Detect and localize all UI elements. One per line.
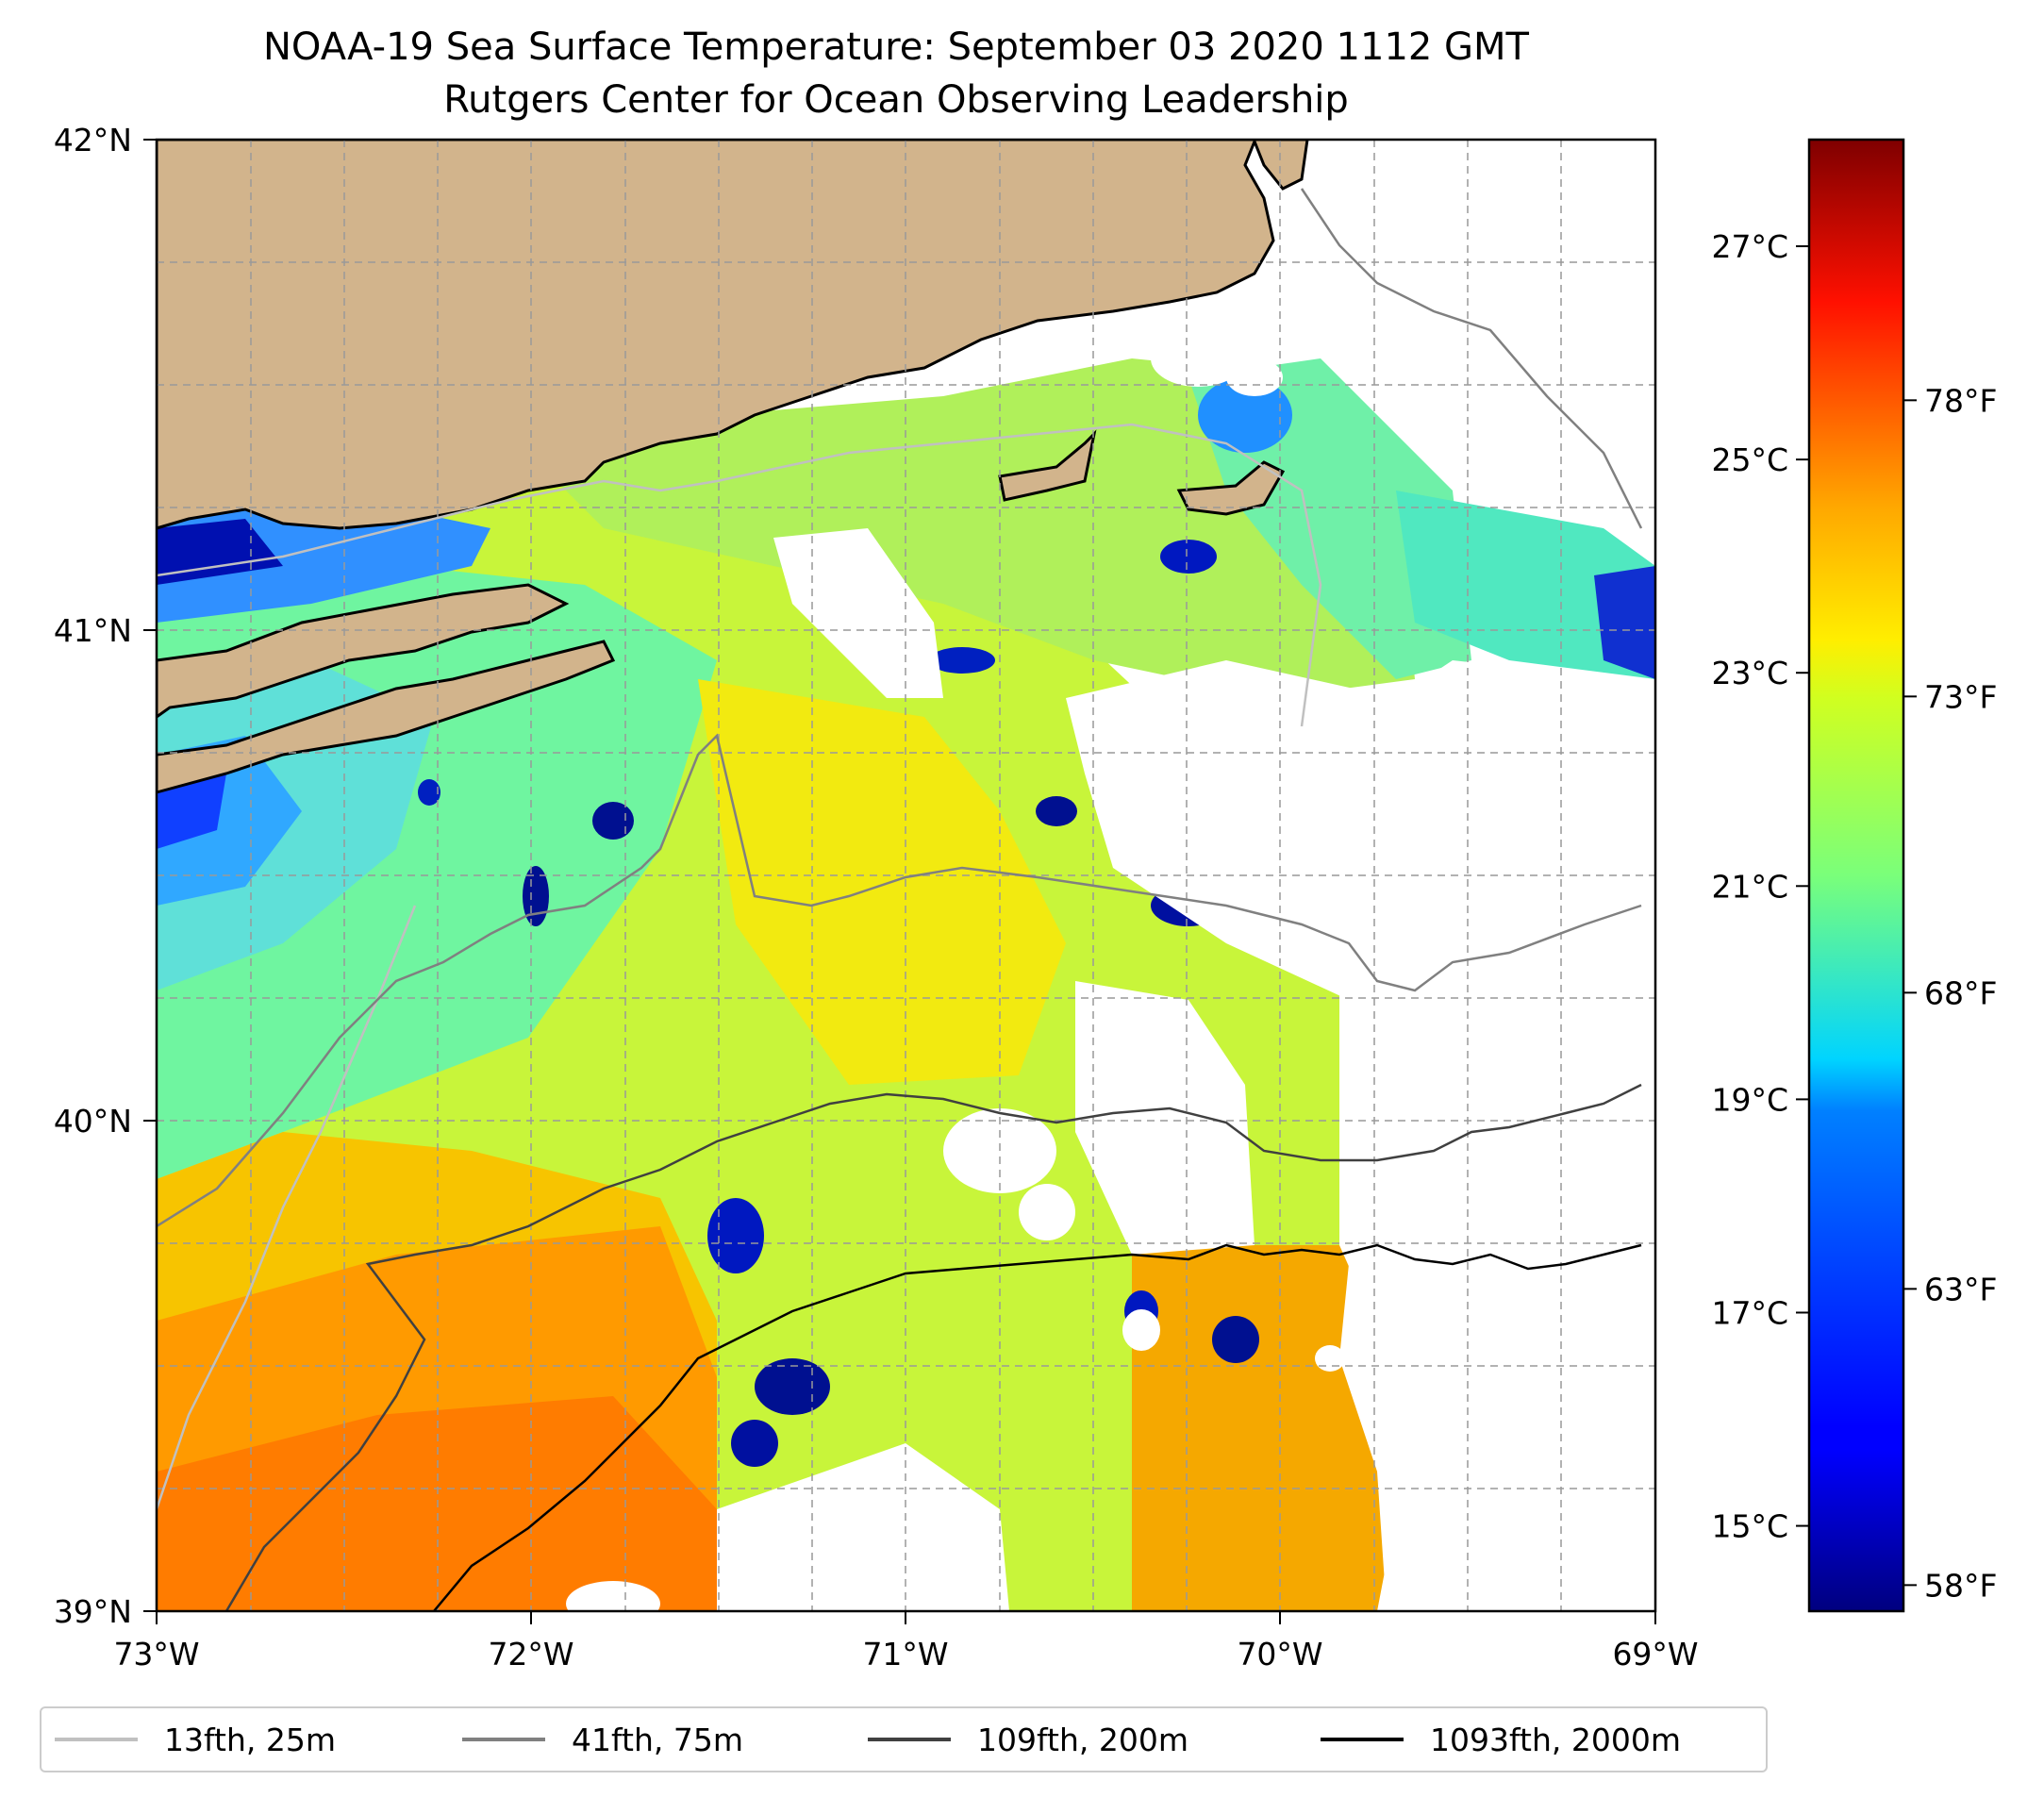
colorbar-fahrenheit-label: 73°F	[1924, 678, 1997, 715]
colorbar-celsius-label: 17°C	[1711, 1294, 1788, 1331]
y-tick-label: 42°N	[54, 122, 132, 158]
legend-swatch	[868, 1738, 951, 1741]
sst-field	[157, 358, 1655, 1611]
legend-item-2000m: 1093fth, 2000m	[1321, 1708, 1681, 1771]
legend-swatch	[55, 1738, 138, 1741]
no-data-regions	[566, 140, 1655, 1611]
contour-75m	[157, 188, 1643, 1228]
legend: 13fth, 25m 41fth, 75m 109fth, 200m 1093f…	[40, 1706, 1768, 1772]
x-tick-label: 70°W	[1237, 1636, 1322, 1672]
legend-item-200m: 109fth, 200m	[868, 1708, 1188, 1771]
title-line-2: Rutgers Center for Ocean Observing Leade…	[443, 78, 1349, 122]
contour-200m	[224, 1083, 1642, 1611]
colorbar-fahrenheit-label: 58°F	[1924, 1567, 1997, 1604]
x-tick-label: 73°W	[113, 1636, 199, 1672]
x-tick-label: 72°W	[488, 1636, 573, 1672]
colorbar-celsius-label: 27°C	[1711, 228, 1788, 265]
x-tick-label: 69°W	[1612, 1636, 1698, 1672]
legend-label: 109fth, 200m	[977, 1721, 1188, 1758]
y-tick-label: 41°N	[54, 612, 132, 649]
x-axis	[156, 1611, 1656, 1624]
colorbar-celsius-label: 21°C	[1711, 868, 1788, 905]
bathymetry-contours	[157, 188, 1643, 1611]
contour-2000m	[433, 1243, 1642, 1611]
colorbar-celsius-label: 25°C	[1711, 441, 1788, 478]
legend-label: 1093fth, 2000m	[1430, 1721, 1681, 1758]
y-tick-label: 39°N	[54, 1593, 132, 1630]
x-tick-label: 71°W	[862, 1636, 948, 1672]
legend-swatch	[462, 1738, 545, 1741]
colorbar-fahrenheit-label: 63°F	[1924, 1271, 1997, 1307]
legend-label: 13fth, 25m	[164, 1721, 336, 1758]
title-line-1: NOAA-19 Sea Surface Temperature: Septemb…	[263, 25, 1529, 69]
gridlines	[157, 140, 1655, 1611]
colorbar: 15°C 17°C 19°C 21°C 23°C 25°C 27°C 58°F 63°F 68°F…	[1711, 138, 1997, 1613]
legend-item-75m: 41fth, 75m	[462, 1708, 743, 1771]
colorbar-celsius-label: 23°C	[1711, 655, 1788, 691]
colorbar-celsius-label: 19°C	[1711, 1081, 1788, 1118]
y-tick-label: 40°N	[54, 1103, 132, 1140]
legend-label: 41fth, 75m	[572, 1721, 743, 1758]
legend-swatch	[1321, 1738, 1404, 1741]
colorbar-celsius-label: 15°C	[1711, 1508, 1788, 1545]
sst-map	[157, 140, 1655, 1611]
colorbar-gradient	[1807, 138, 1905, 1613]
colorbar-fahrenheit-label: 78°F	[1924, 382, 1997, 419]
land	[157, 140, 1309, 794]
colorbar-fahrenheit-label: 68°F	[1924, 974, 1997, 1011]
y-axis	[143, 139, 157, 1612]
legend-item-25m: 13fth, 25m	[55, 1708, 336, 1771]
